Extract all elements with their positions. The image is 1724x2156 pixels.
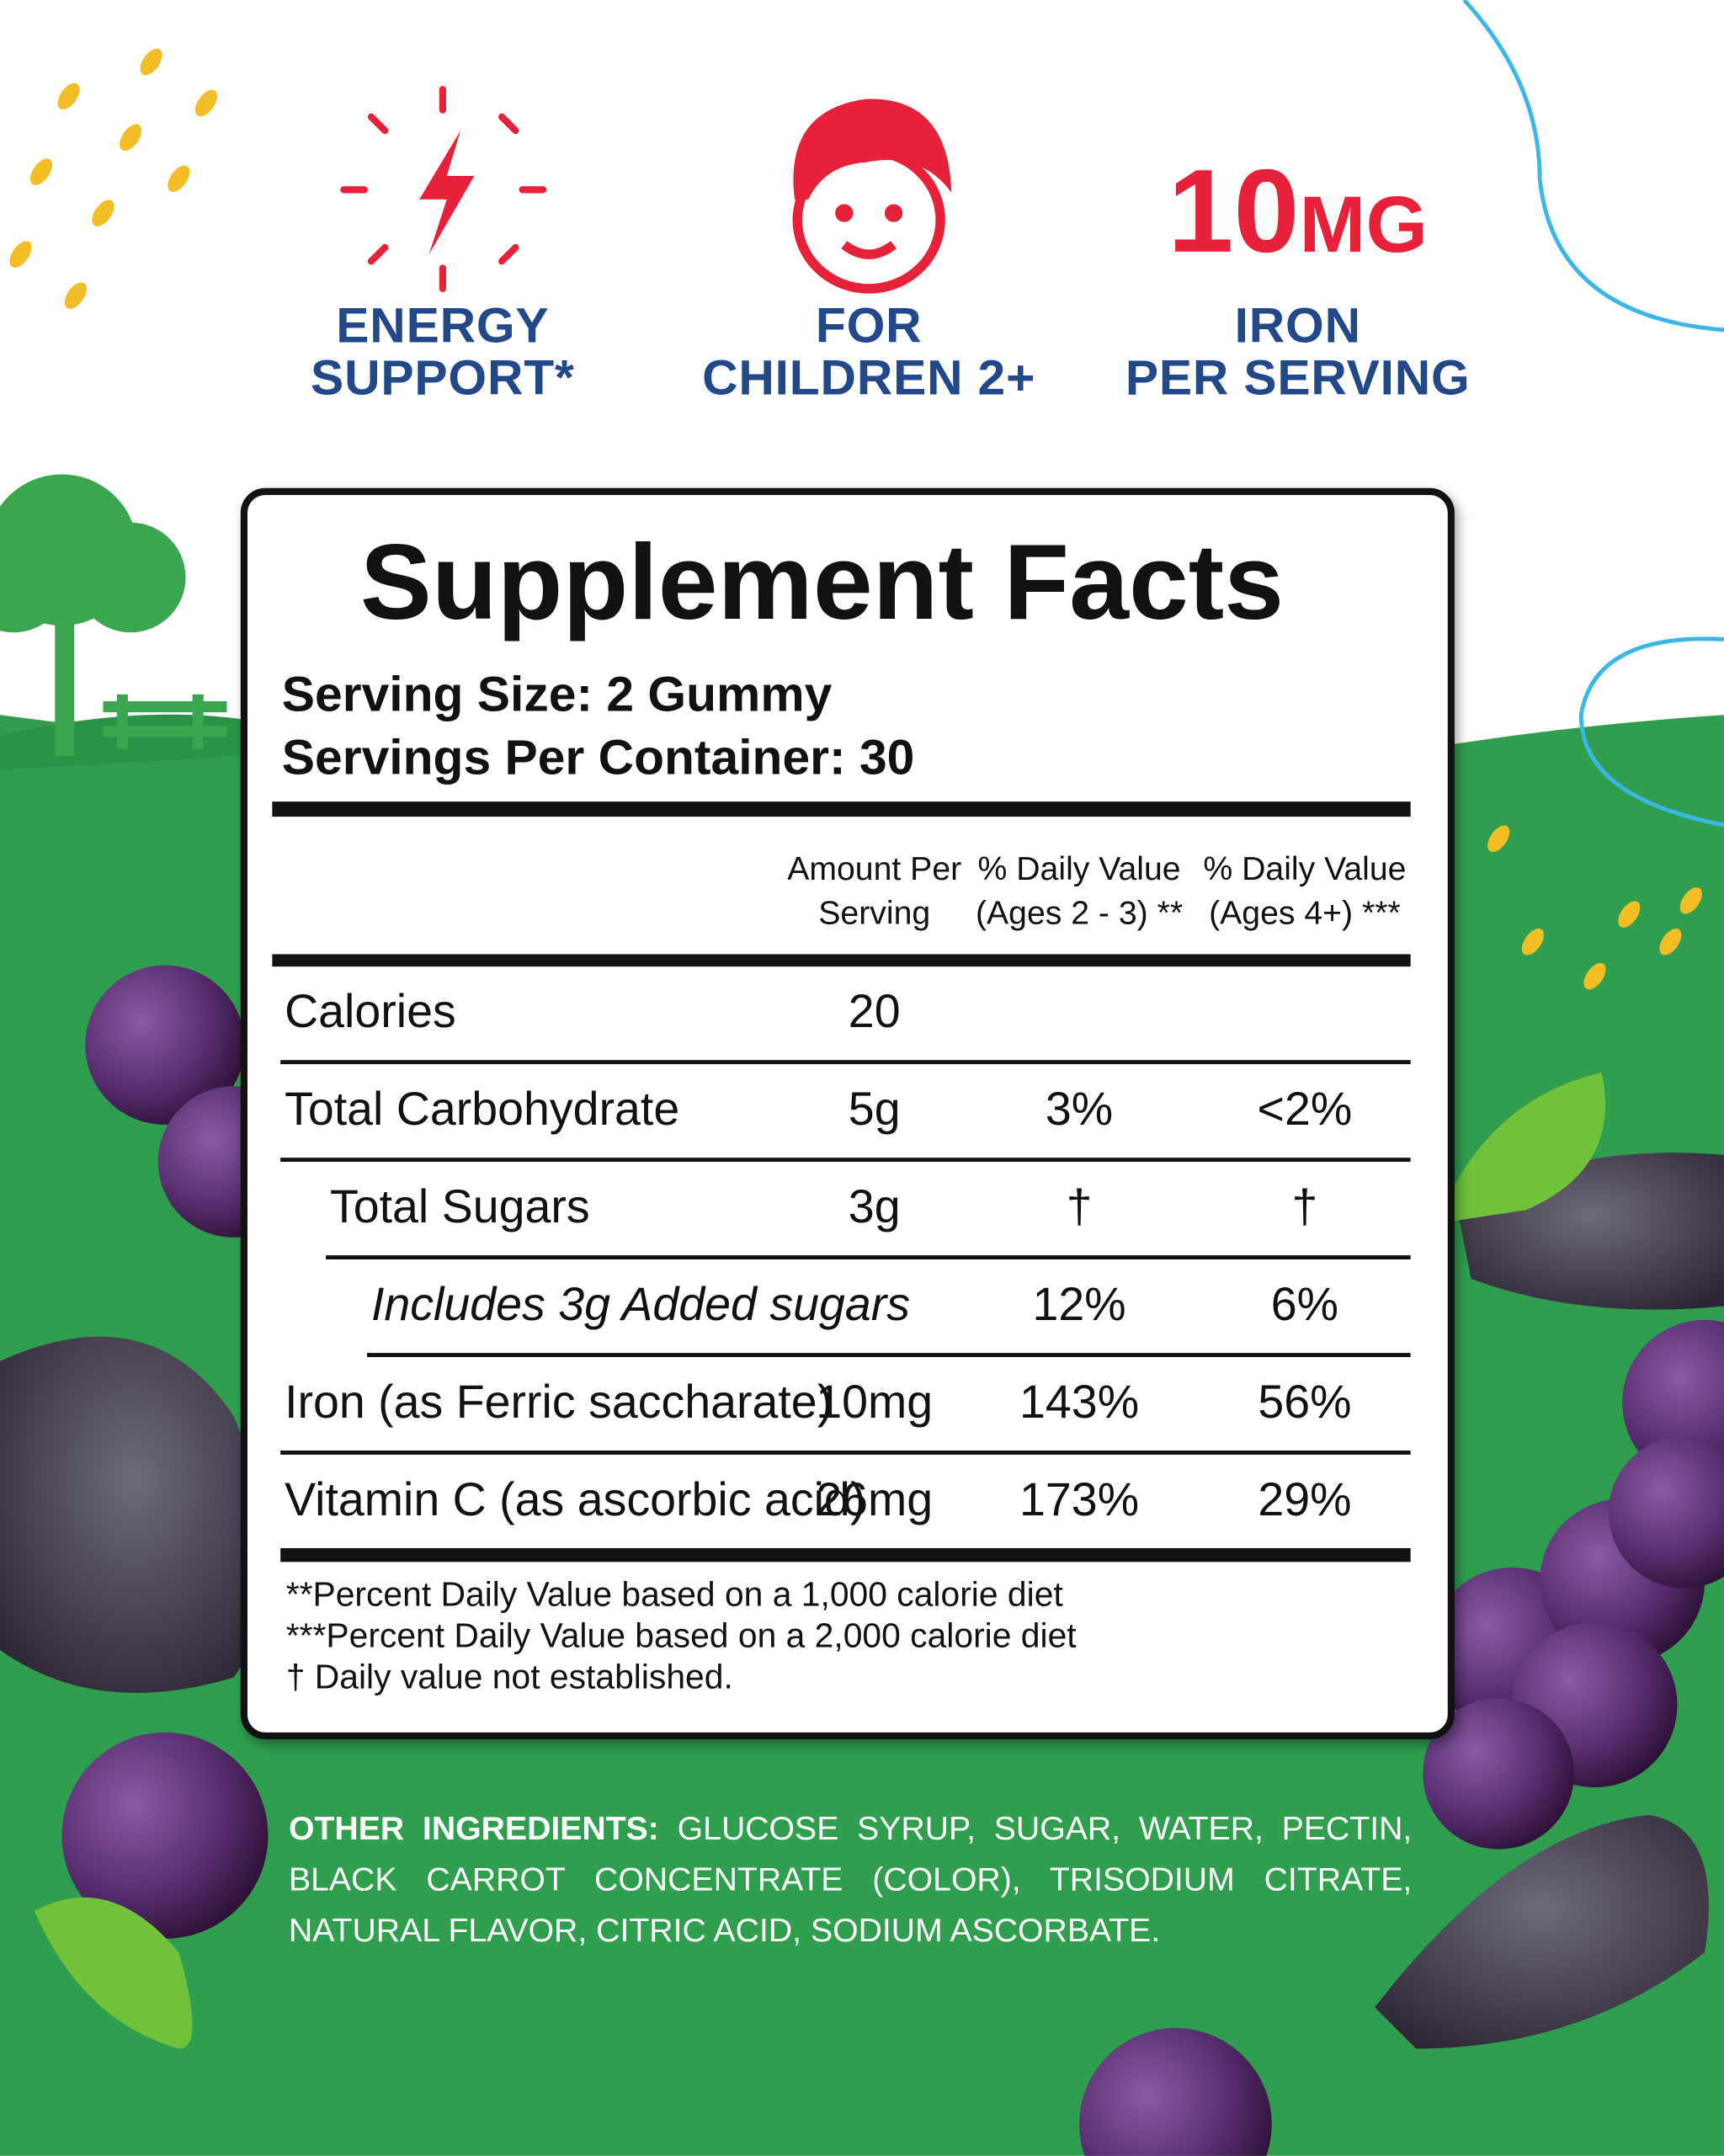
daily-value: 173%	[1019, 1473, 1140, 1526]
daily-value: †	[1066, 1180, 1093, 1233]
footnote: ***Percent Daily Value based on a 2,000 …	[285, 1616, 1077, 1656]
nutrient-name: Calories	[285, 986, 456, 1039]
facts-row	[280, 1064, 1411, 1163]
badge-label: PER SERVING	[1125, 349, 1471, 406]
supplement-facts-panel: Supplement Facts Serving Size: 2 Gummy Ser…	[240, 487, 1455, 1739]
amount: 10	[1168, 146, 1300, 278]
daily-value: †	[1291, 1180, 1318, 1233]
nutrient-name: Includes 3g Added sugars	[370, 1278, 911, 1331]
ingredients-text: GLUCOSE SYRUP, SUGAR, WATER, PECTIN, BLA…	[288, 1810, 1413, 1950]
facts-row	[280, 1455, 1411, 1562]
footnote: **Percent Daily Value based on a 1,000 c…	[285, 1575, 1063, 1615]
servings-per-container: Servings Per Container: 30	[281, 728, 915, 785]
facts-row	[280, 1357, 1411, 1455]
iron-amount: 10MG	[1092, 144, 1504, 280]
amount: 5g	[848, 1083, 901, 1137]
badge-label: IRON	[1234, 296, 1361, 354]
daily-value: 143%	[1019, 1376, 1140, 1429]
amount: 26mg	[816, 1473, 934, 1526]
daily-value: 12%	[1032, 1278, 1126, 1331]
serving-size: Serving Size: 2 Gummy	[281, 665, 833, 722]
daily-value: 3%	[1045, 1083, 1114, 1137]
facts-row	[367, 1259, 1411, 1357]
daily-value: 56%	[1258, 1376, 1352, 1429]
column-header: % Daily Value (Ages 2 - 3) **	[975, 850, 1184, 933]
ingredients-label: OTHER INGREDIENTS:	[288, 1810, 659, 1849]
badge-label: SUPPORT*	[311, 349, 575, 406]
daily-value: 29%	[1258, 1473, 1352, 1526]
other-ingredients: OTHER INGREDIENTS: GLUCOSE SYRUP, SUGAR,…	[289, 1804, 1412, 1956]
facts-row	[326, 1162, 1411, 1260]
column-header: Amount Per Serving	[787, 850, 962, 933]
amount: 10mg	[816, 1376, 934, 1429]
badge-label: ENERGY	[336, 296, 550, 354]
facts-title: Supplement Facts	[359, 520, 1285, 642]
nutrient-name: Iron (as Ferric saccharate)	[285, 1376, 833, 1429]
daily-value: 6%	[1270, 1278, 1339, 1331]
nutrient-name: Total Sugars	[329, 1180, 590, 1233]
amount: 3g	[848, 1180, 901, 1233]
column-header: % Daily Value (Ages 4+) ***	[1203, 850, 1407, 933]
daily-value: <2%	[1257, 1083, 1353, 1137]
rule-thick	[272, 801, 1411, 817]
rule-thick	[272, 954, 1411, 967]
badge-label: CHILDREN 2+	[702, 349, 1036, 406]
badge-label: FOR	[815, 296, 923, 354]
footnote: † Daily value not established.	[285, 1658, 733, 1697]
nutrient-name: Total Carbohydrate	[285, 1083, 680, 1137]
amount: 20	[848, 986, 901, 1039]
facts-row	[280, 966, 1411, 1065]
nutrient-name: Vitamin C (as ascorbic acid)	[285, 1473, 866, 1526]
unit: MG	[1299, 179, 1429, 270]
